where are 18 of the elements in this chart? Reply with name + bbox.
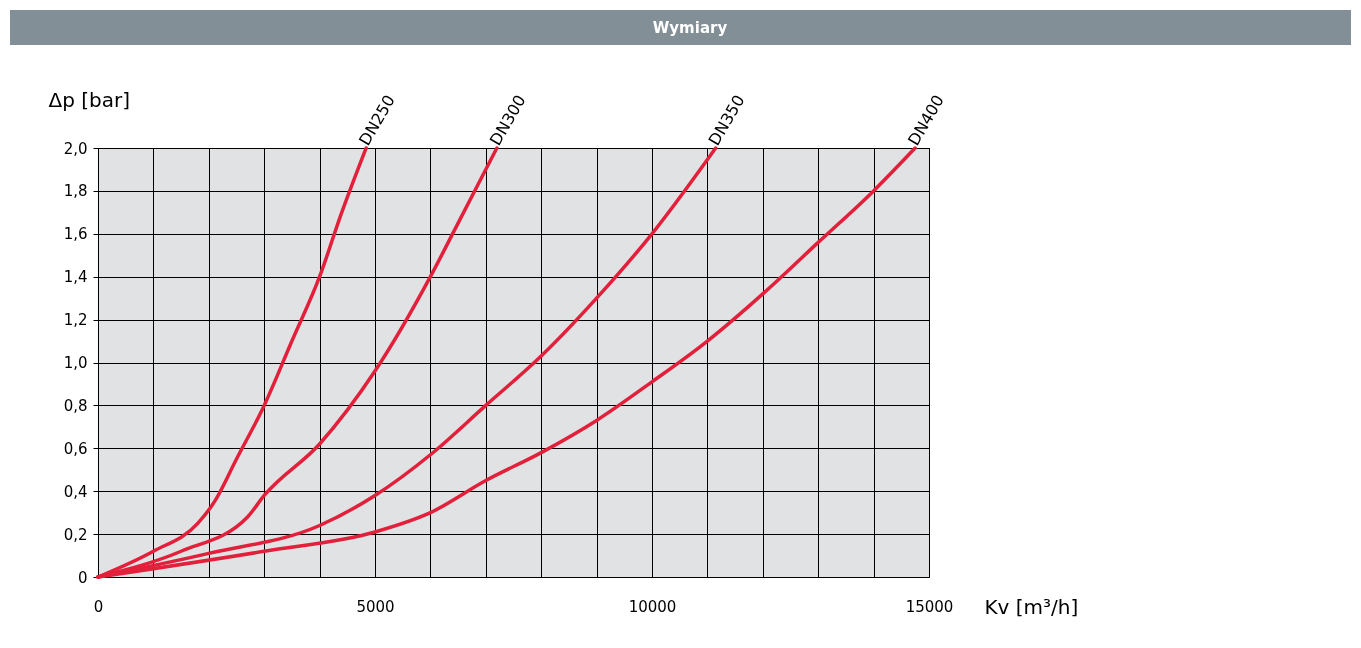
y-tick-label: 0,6 [63,439,88,458]
y-tick-label: 1,8 [63,182,88,201]
y-tick-label: 1,4 [63,268,88,287]
y-tick-label: 0,2 [63,525,88,544]
y-tick-label: 1,0 [63,354,88,372]
y-tick-label: 0,4 [63,482,88,501]
x-axis-title: Kv [m³/h] [984,594,1079,619]
y-tick-label: 0 [77,568,88,587]
x-tick-label: 0 [93,597,104,616]
chart-title: Wymiary [652,19,728,37]
x-tick-label: 10000 [628,597,677,616]
y-axis-title: Δp [bar] [48,87,131,112]
x-tick-label: 15000 [905,597,954,616]
y-tick-label: 0,8 [63,396,88,415]
y-tick-label: 1,6 [63,225,88,244]
x-tick-label: 5000 [356,597,395,616]
y-tick-label: 1,2 [63,311,88,330]
y-tick-label: 2,0 [63,139,88,158]
